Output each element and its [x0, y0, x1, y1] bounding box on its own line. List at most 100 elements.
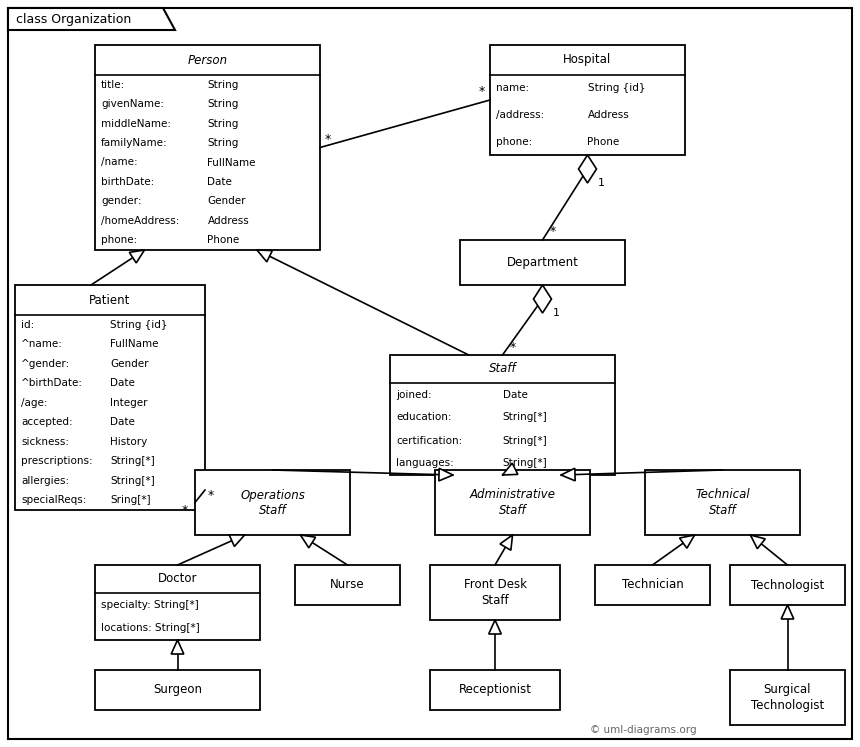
Bar: [730, 670, 845, 725]
Text: *: *: [208, 489, 214, 503]
Text: Gender: Gender: [110, 359, 149, 369]
Text: birthDate:: birthDate:: [101, 177, 154, 187]
Bar: [95, 565, 260, 640]
Bar: [435, 470, 590, 535]
Polygon shape: [502, 463, 518, 475]
Text: History: History: [110, 437, 147, 447]
Polygon shape: [500, 535, 513, 551]
Text: String[*]: String[*]: [502, 459, 547, 468]
Text: ^name:: ^name:: [21, 339, 63, 350]
Text: *: *: [479, 85, 485, 99]
Text: sickness:: sickness:: [21, 437, 69, 447]
Text: *: *: [550, 226, 556, 238]
Bar: [430, 565, 560, 620]
Text: Technologist: Technologist: [751, 578, 824, 592]
Polygon shape: [579, 155, 597, 183]
Text: id:: id:: [21, 320, 34, 329]
Text: Patient: Patient: [89, 294, 131, 306]
Bar: [95, 670, 260, 710]
Text: Staff: Staff: [488, 362, 516, 376]
Bar: [595, 565, 710, 605]
Text: *: *: [509, 341, 516, 353]
Bar: [95, 45, 320, 250]
Text: © uml-diagrams.org: © uml-diagrams.org: [590, 725, 697, 735]
Text: *: *: [325, 133, 331, 146]
Polygon shape: [679, 535, 695, 548]
Text: Gender: Gender: [207, 196, 246, 206]
Polygon shape: [129, 250, 144, 263]
Text: FullName: FullName: [110, 339, 158, 350]
Bar: [430, 670, 560, 710]
Polygon shape: [257, 250, 273, 262]
Text: prescriptions:: prescriptions:: [21, 456, 93, 466]
Text: Operations
Staff: Operations Staff: [240, 489, 305, 516]
Text: education:: education:: [396, 412, 452, 423]
Text: phone:: phone:: [101, 235, 138, 245]
Text: Address: Address: [587, 110, 630, 120]
Text: Hospital: Hospital: [563, 54, 611, 66]
Text: languages:: languages:: [396, 459, 454, 468]
Text: Phone: Phone: [587, 137, 620, 146]
Text: 1: 1: [553, 308, 560, 318]
Bar: [490, 45, 685, 155]
Text: Nurse: Nurse: [330, 578, 365, 592]
Bar: [390, 355, 615, 475]
Polygon shape: [439, 468, 453, 481]
Text: Address: Address: [207, 216, 249, 226]
Text: Receptionist: Receptionist: [458, 684, 531, 696]
Bar: [645, 470, 800, 535]
Text: locations: String[*]: locations: String[*]: [101, 623, 200, 633]
Text: String[*]: String[*]: [502, 436, 547, 445]
Text: specialty: String[*]: specialty: String[*]: [101, 600, 199, 610]
Polygon shape: [300, 535, 316, 548]
Text: Department: Department: [507, 256, 579, 269]
Text: Administrative
Staff: Administrative Staff: [470, 489, 556, 516]
Text: ^birthDate:: ^birthDate:: [21, 378, 83, 388]
Text: Person: Person: [187, 54, 228, 66]
Text: accepted:: accepted:: [21, 418, 72, 427]
Polygon shape: [561, 468, 575, 481]
Text: String: String: [207, 80, 239, 90]
Bar: [15, 285, 205, 510]
Text: Date: Date: [502, 389, 527, 400]
Text: title:: title:: [101, 80, 126, 90]
Text: ^gender:: ^gender:: [21, 359, 71, 369]
Polygon shape: [781, 605, 794, 619]
Text: familyName:: familyName:: [101, 138, 168, 148]
Text: String[*]: String[*]: [110, 456, 155, 466]
Polygon shape: [8, 8, 175, 30]
Text: Surgical
Technologist: Surgical Technologist: [751, 684, 824, 711]
Polygon shape: [751, 535, 765, 549]
Bar: [295, 565, 400, 605]
Text: Date: Date: [207, 177, 232, 187]
Text: Integer: Integer: [110, 397, 148, 408]
Bar: [730, 565, 845, 605]
Text: String: String: [207, 119, 239, 128]
Text: Technician: Technician: [622, 578, 684, 592]
Bar: [460, 240, 625, 285]
Text: String: String: [207, 99, 239, 109]
Polygon shape: [171, 640, 184, 654]
Text: /name:: /name:: [101, 158, 138, 167]
Text: certification:: certification:: [396, 436, 463, 445]
Polygon shape: [488, 620, 501, 634]
Text: allergies:: allergies:: [21, 476, 69, 486]
Text: FullName: FullName: [207, 158, 256, 167]
Text: name:: name:: [496, 84, 529, 93]
Text: gender:: gender:: [101, 196, 142, 206]
Text: Doctor: Doctor: [157, 572, 197, 586]
Text: class Organization: class Organization: [16, 13, 132, 25]
Text: String {id}: String {id}: [110, 320, 168, 329]
Text: Date: Date: [110, 378, 135, 388]
Text: /age:: /age:: [21, 397, 47, 408]
Polygon shape: [230, 535, 244, 547]
Text: String[*]: String[*]: [110, 476, 155, 486]
Text: /homeAddress:: /homeAddress:: [101, 216, 180, 226]
Text: givenName:: givenName:: [101, 99, 164, 109]
Bar: [195, 470, 350, 535]
Text: specialReqs:: specialReqs:: [21, 495, 86, 505]
Text: /address:: /address:: [496, 110, 544, 120]
Text: String: String: [207, 138, 239, 148]
Text: Phone: Phone: [207, 235, 240, 245]
Text: Surgeon: Surgeon: [153, 684, 202, 696]
